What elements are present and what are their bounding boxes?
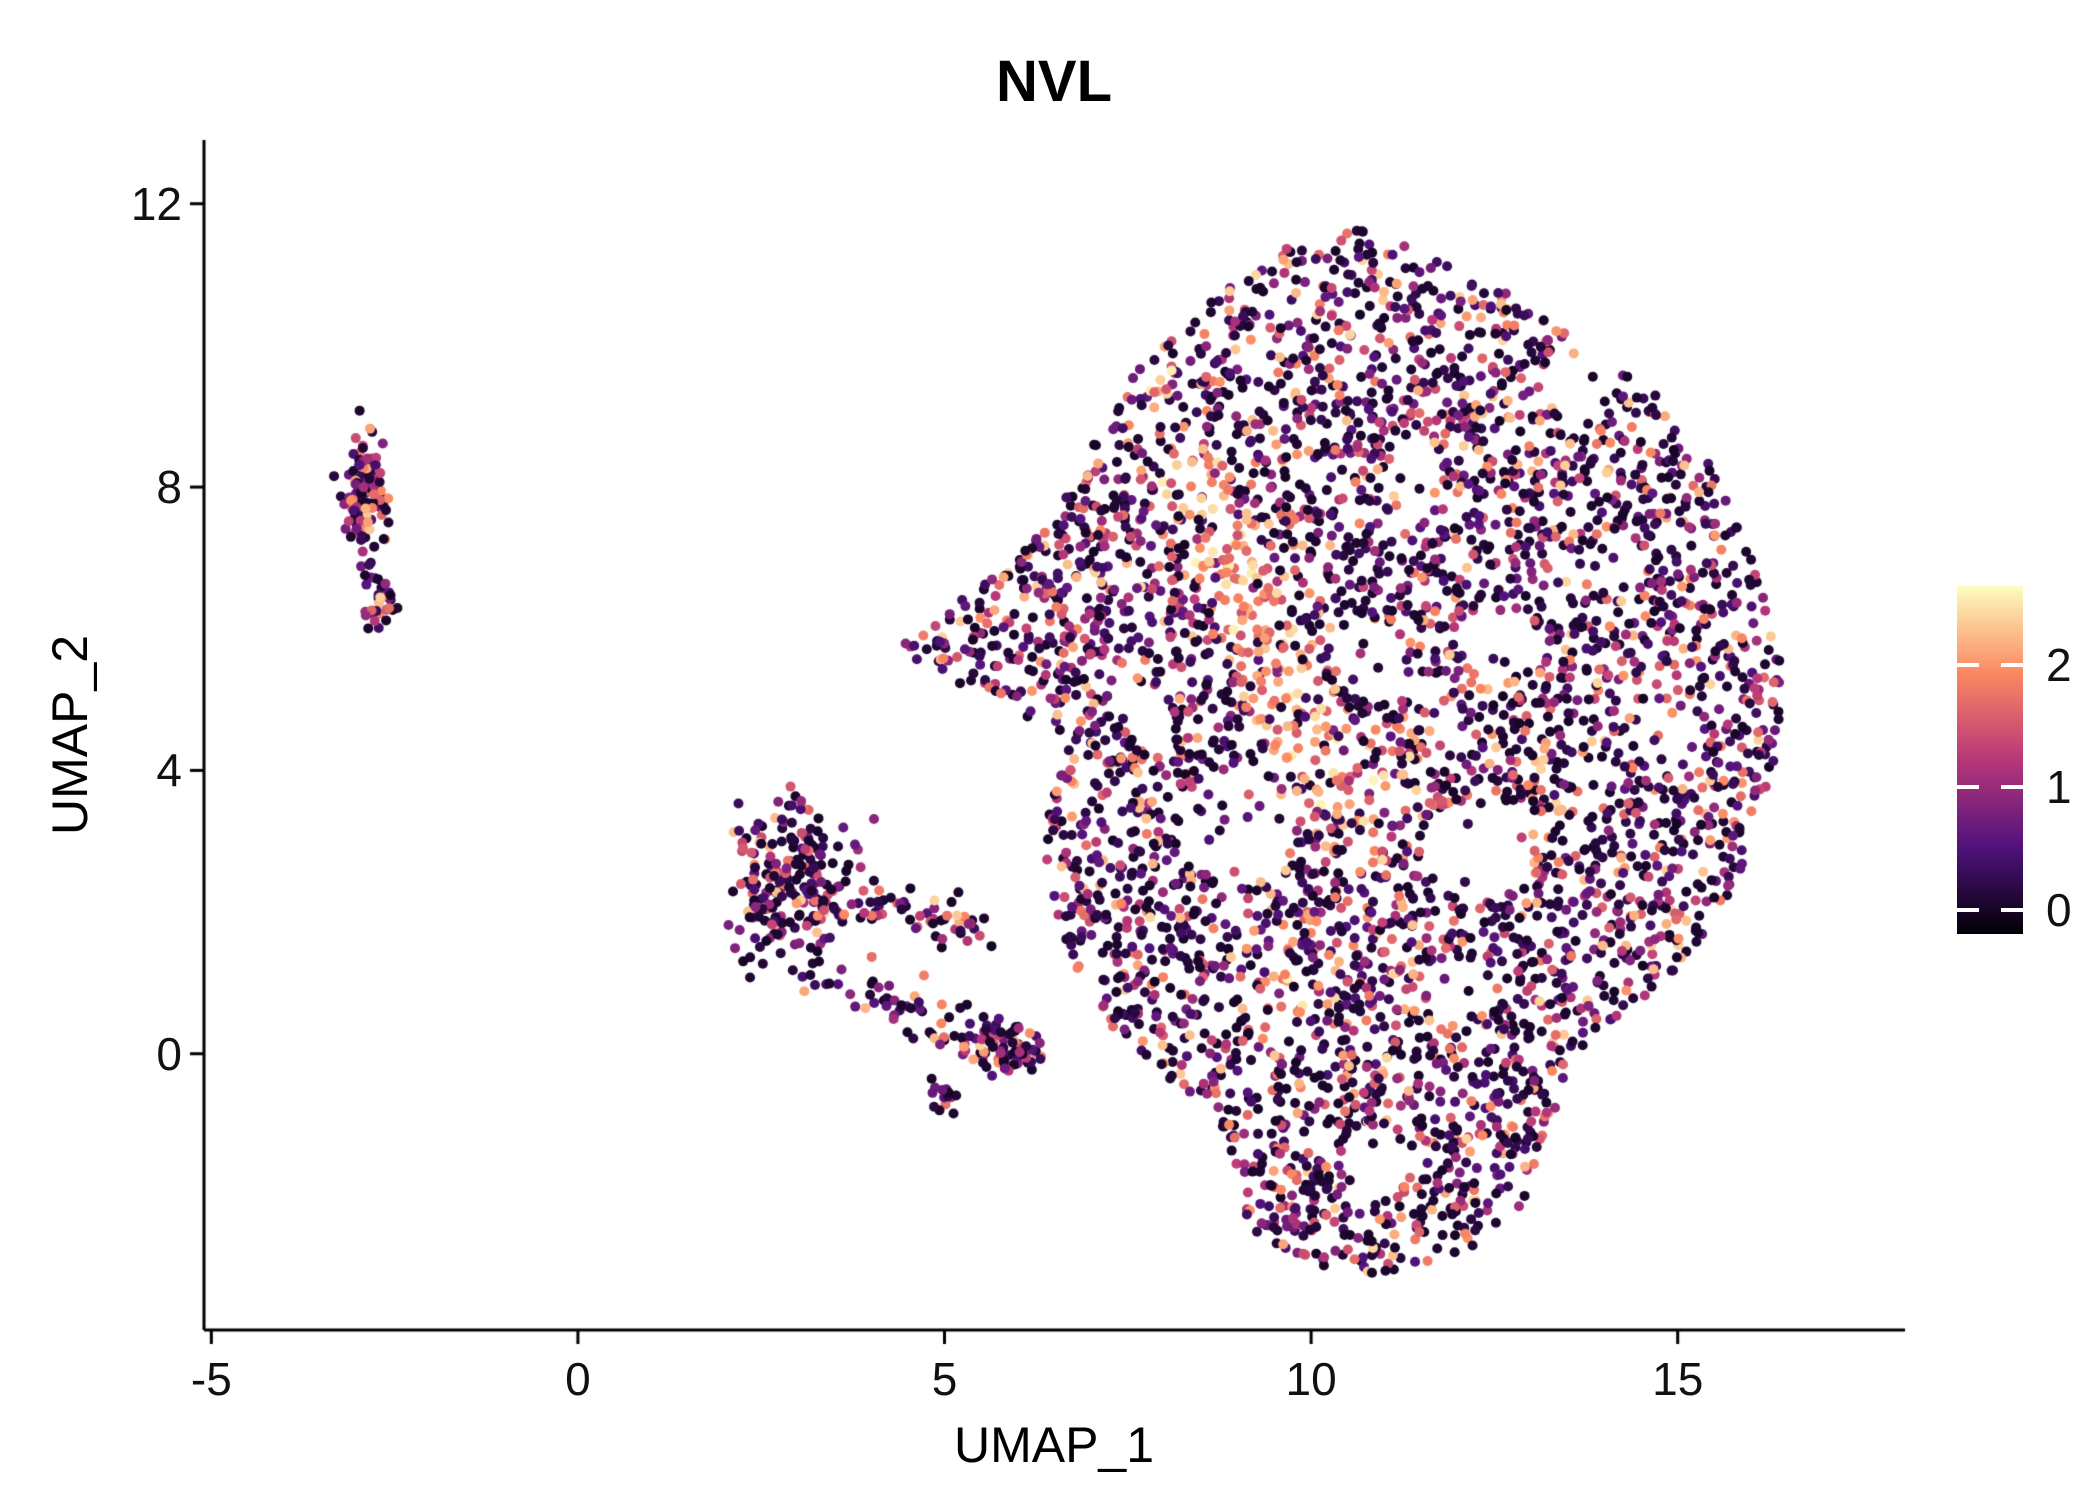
x-axis-title: UMAP_1 bbox=[953, 1417, 1155, 1473]
colorbar-tick bbox=[1957, 663, 1979, 668]
plot-title: NVL bbox=[996, 49, 1112, 114]
y-tick-label: 0 bbox=[156, 1027, 182, 1080]
x-tick-label: 0 bbox=[565, 1353, 591, 1405]
colorbar-tick-label: 1 bbox=[2046, 761, 2072, 814]
y-axis-title: UMAP_2 bbox=[42, 634, 98, 836]
x-tick-label: -5 bbox=[190, 1353, 232, 1405]
x-tick-label: 10 bbox=[1285, 1353, 1337, 1405]
y-tick-label: 12 bbox=[130, 177, 182, 230]
y-tick-label: 8 bbox=[156, 461, 182, 514]
colorbar-tick bbox=[1957, 907, 1979, 912]
colorbar-tick bbox=[1957, 785, 1979, 790]
colorbar-legend bbox=[1957, 586, 2023, 934]
colorbar-tick bbox=[2001, 785, 2023, 790]
colorbar-tick bbox=[2001, 663, 2023, 668]
x-tick-label: 5 bbox=[931, 1353, 958, 1405]
colorbar-tick bbox=[2001, 907, 2023, 912]
x-tick-label: 15 bbox=[1652, 1353, 1704, 1405]
y-tick-label: 4 bbox=[156, 744, 182, 797]
colorbar-tick-label: 2 bbox=[2046, 639, 2072, 692]
colorbar-tick-label: 0 bbox=[2046, 883, 2072, 936]
